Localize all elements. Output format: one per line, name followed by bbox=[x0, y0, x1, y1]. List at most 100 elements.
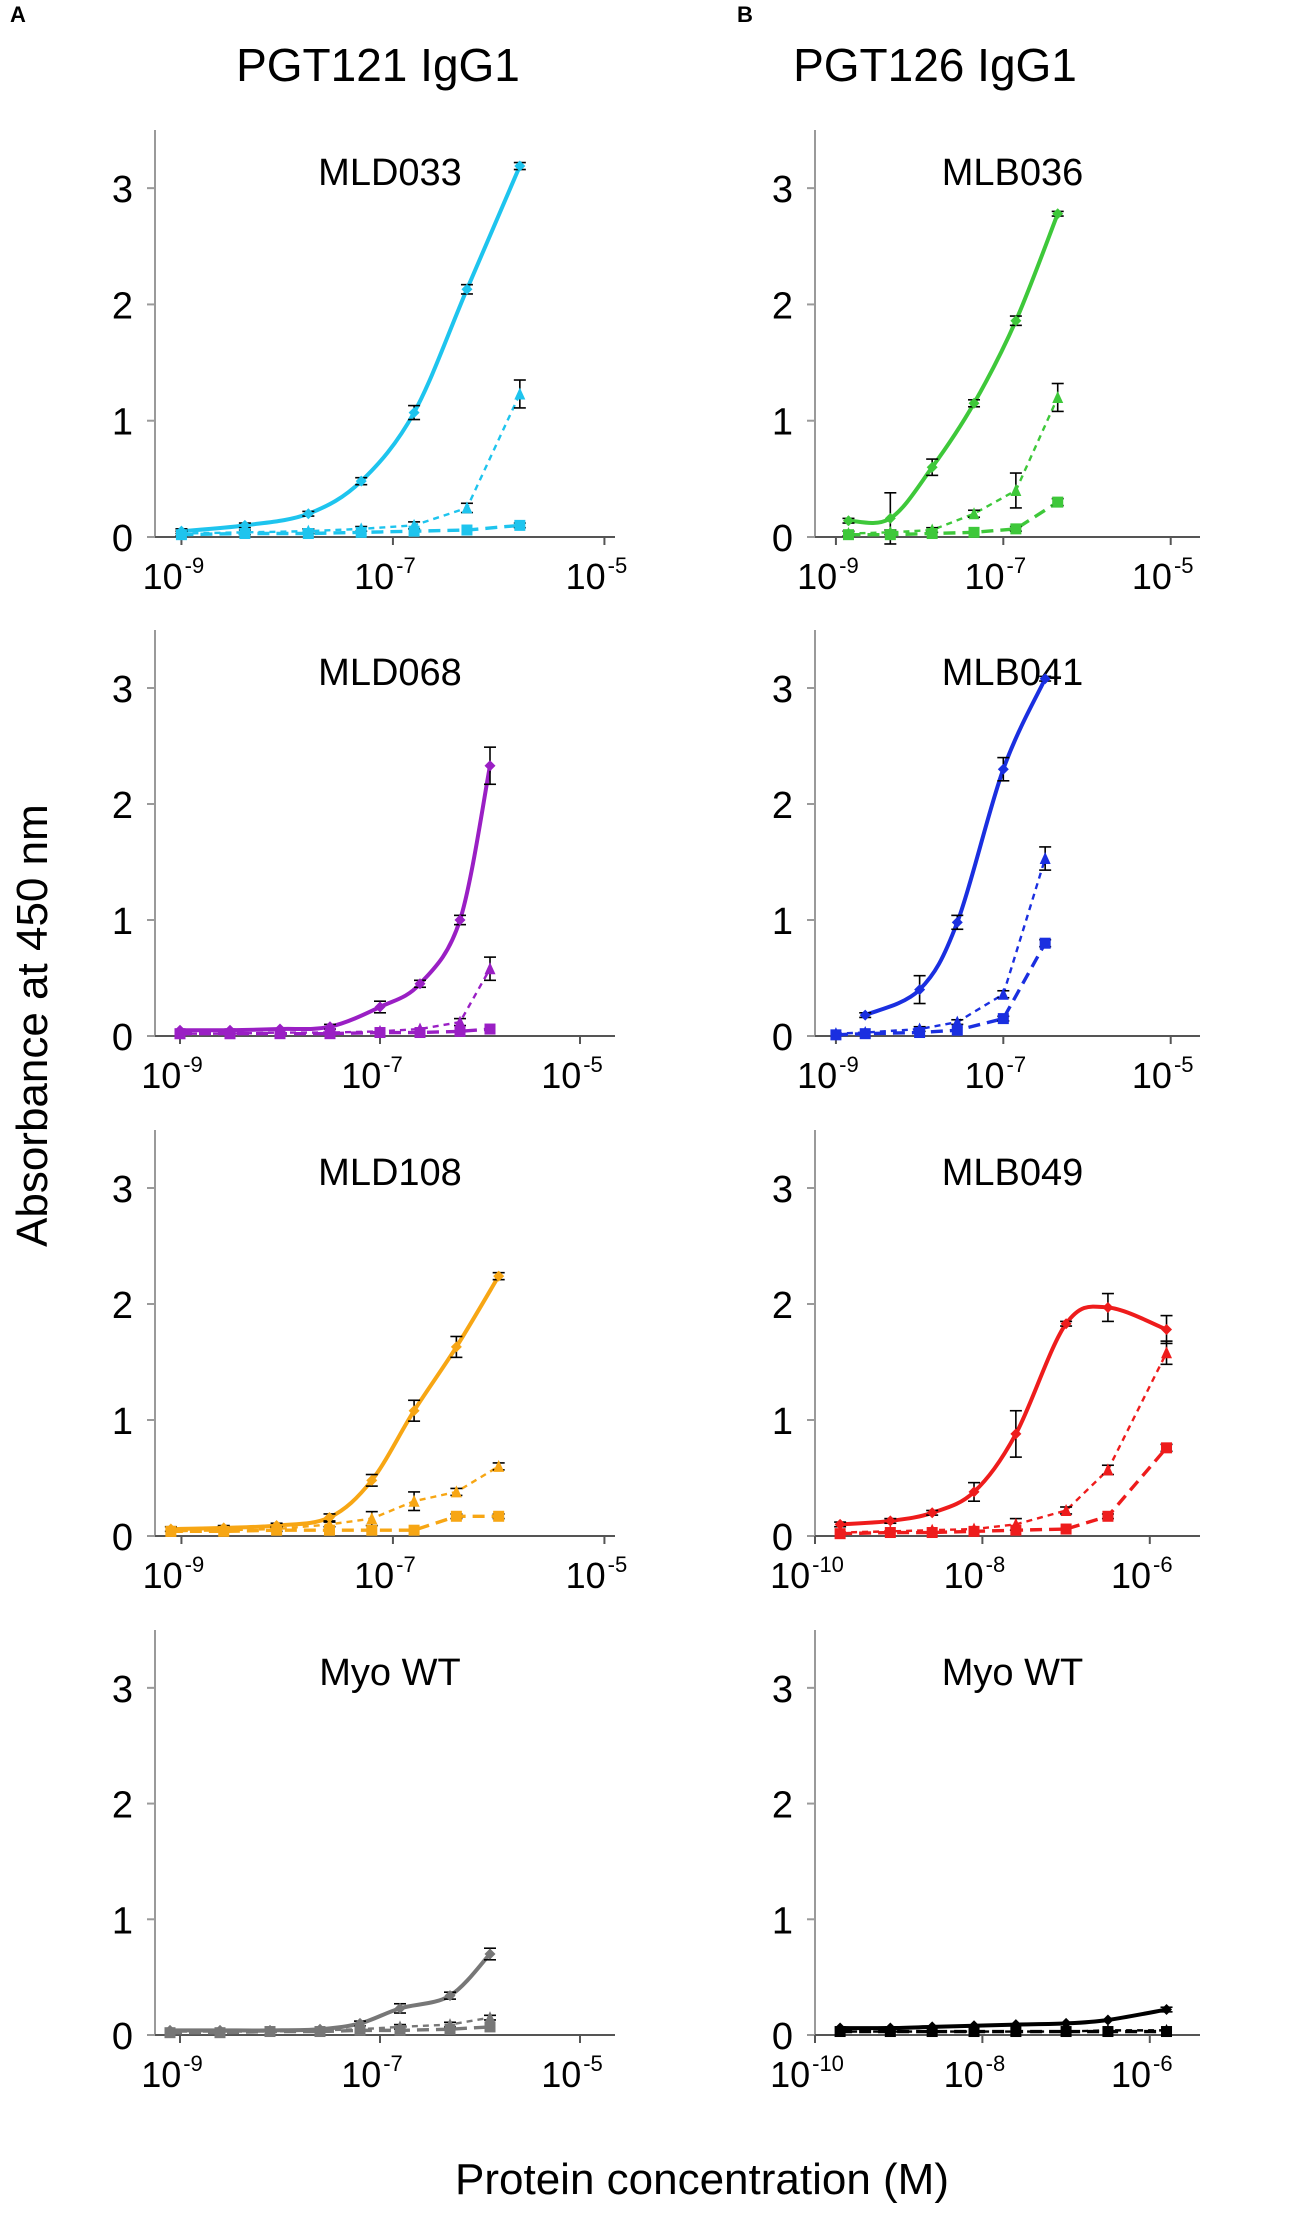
x-tick-label: 10-9 bbox=[143, 1552, 205, 1596]
data-point-diamond bbox=[1052, 208, 1064, 220]
x-tick-label: 10-7 bbox=[965, 1052, 1027, 1096]
data-point-square bbox=[884, 1527, 896, 1539]
data-point-square bbox=[914, 1027, 926, 1039]
x-tick-label: 10-9 bbox=[797, 553, 859, 597]
x-tick-label: 10-9 bbox=[141, 1052, 203, 1096]
series-line-solid bbox=[848, 212, 1060, 525]
data-point-diamond bbox=[968, 397, 980, 409]
data-point-diamond bbox=[414, 978, 426, 990]
data-point-triangle bbox=[1060, 1503, 1072, 1516]
x-tick-label: 10-5 bbox=[566, 1552, 628, 1596]
x-axis-label: Protein concentration (M) bbox=[455, 2155, 949, 2204]
data-point-square bbox=[926, 2026, 938, 2038]
data-point-square bbox=[224, 1028, 236, 1040]
data-point-square bbox=[926, 528, 938, 540]
data-point-square bbox=[842, 529, 854, 541]
data-point-square bbox=[366, 1524, 378, 1536]
data-point-square bbox=[461, 524, 473, 536]
chart-panel-6: 0 1 2 3 10-10 10-8 10-6 MLB049 bbox=[770, 1130, 1200, 1596]
data-point-diamond bbox=[968, 1486, 980, 1498]
data-point-diamond bbox=[1060, 1318, 1072, 1330]
data-point-triangle bbox=[997, 987, 1009, 1000]
data-point-triangle bbox=[484, 962, 496, 975]
y-tick-label: 3 bbox=[112, 1169, 133, 1211]
data-point-triangle bbox=[951, 1015, 963, 1028]
series-line-solid bbox=[181, 165, 522, 534]
data-point-square bbox=[1060, 1523, 1072, 1535]
data-point-square bbox=[354, 2024, 366, 2036]
series-line-dashed-thick bbox=[848, 500, 1059, 537]
y-tick-label: 3 bbox=[772, 669, 793, 711]
data-point-square bbox=[175, 529, 187, 541]
data-point-square bbox=[1060, 2026, 1072, 2038]
data-point-diamond bbox=[951, 916, 963, 928]
data-point-square bbox=[951, 1024, 963, 1036]
data-point-diamond bbox=[323, 1511, 335, 1523]
data-point-diamond bbox=[394, 2002, 406, 2014]
y-tick-label: 1 bbox=[772, 402, 793, 444]
y-tick-label: 1 bbox=[112, 402, 133, 444]
series-line-solid bbox=[170, 1952, 492, 2033]
chart-panel-2: 0 1 2 3 10-9 10-7 10-5 MLB036 bbox=[772, 130, 1200, 597]
x-tick-label: 10-9 bbox=[797, 1052, 859, 1096]
data-point-triangle bbox=[461, 501, 473, 514]
data-point-square bbox=[164, 2027, 176, 2039]
y-tick-label: 3 bbox=[772, 169, 793, 211]
data-point-diamond bbox=[484, 1948, 496, 1960]
y-tick-label: 2 bbox=[112, 285, 133, 327]
data-point-square bbox=[859, 1028, 871, 1040]
data-point-square bbox=[830, 1029, 842, 1041]
data-point-square bbox=[1010, 1524, 1022, 1536]
data-point-diamond bbox=[1161, 1324, 1173, 1336]
data-point-triangle bbox=[968, 507, 980, 520]
data-point-diamond bbox=[1102, 2014, 1114, 2026]
chart-title: MLD108 bbox=[318, 1152, 462, 1194]
y-tick-label: 0 bbox=[772, 1017, 793, 1059]
data-point-square bbox=[1010, 523, 1022, 535]
x-tick-label: 10-6 bbox=[1111, 1552, 1173, 1596]
chart-panel-1: 0 1 2 3 10-9 10-7 10-5 MLD033 bbox=[112, 130, 627, 597]
y-tick-label: 2 bbox=[112, 1785, 133, 1827]
data-point-diamond bbox=[1039, 673, 1051, 685]
data-point-diamond bbox=[884, 512, 896, 524]
data-point-triangle bbox=[454, 1015, 466, 1028]
data-point-square bbox=[302, 528, 314, 540]
y-tick-label: 1 bbox=[112, 1401, 133, 1443]
x-tick-label: 10-5 bbox=[541, 1052, 603, 1096]
data-point-square bbox=[884, 529, 896, 541]
data-point-diamond bbox=[1010, 315, 1022, 327]
column-title-pgt126: PGT126 IgG1 bbox=[793, 39, 1077, 91]
data-point-diamond bbox=[842, 515, 854, 527]
data-point-square bbox=[374, 1027, 386, 1039]
data-point-diamond bbox=[450, 1341, 462, 1353]
data-point-diamond bbox=[884, 1515, 896, 1527]
y-tick-label: 0 bbox=[772, 2016, 793, 2058]
data-point-square bbox=[274, 1028, 286, 1040]
chart-panel-7: 0 1 2 3 10-9 10-7 10-5 Myo WT bbox=[112, 1630, 615, 2095]
data-point-square bbox=[926, 1527, 938, 1539]
x-tick-label: 10-9 bbox=[141, 2051, 203, 2095]
series-line-solid bbox=[170, 1275, 501, 1532]
x-tick-label: 10-9 bbox=[143, 553, 205, 597]
data-point-square bbox=[834, 1528, 846, 1540]
data-point-triangle bbox=[1161, 1346, 1173, 1359]
data-point-diamond bbox=[997, 763, 1009, 775]
y-tick-label: 3 bbox=[772, 1669, 793, 1711]
data-point-square bbox=[314, 2026, 326, 2038]
data-point-square bbox=[355, 526, 367, 538]
data-point-diamond bbox=[454, 914, 466, 926]
chart-panel-8: 0 1 2 3 10-10 10-8 10-6 Myo WT bbox=[770, 1630, 1200, 2095]
data-point-diamond bbox=[461, 283, 473, 295]
data-point-triangle bbox=[484, 2011, 496, 2024]
y-tick-label: 2 bbox=[112, 785, 133, 827]
y-tick-label: 0 bbox=[112, 2016, 133, 2058]
chart-title: MLB041 bbox=[942, 652, 1084, 694]
data-point-square bbox=[214, 2027, 226, 2039]
x-tick-label: 10-8 bbox=[944, 1552, 1006, 1596]
x-tick-label: 10-5 bbox=[566, 553, 628, 597]
series-line-dashed-thin bbox=[848, 396, 1059, 535]
series-line-dashed-thin bbox=[840, 1352, 1168, 1534]
data-point-diamond bbox=[914, 984, 926, 996]
y-tick-label: 2 bbox=[772, 1785, 793, 1827]
data-point-square bbox=[324, 1028, 336, 1040]
